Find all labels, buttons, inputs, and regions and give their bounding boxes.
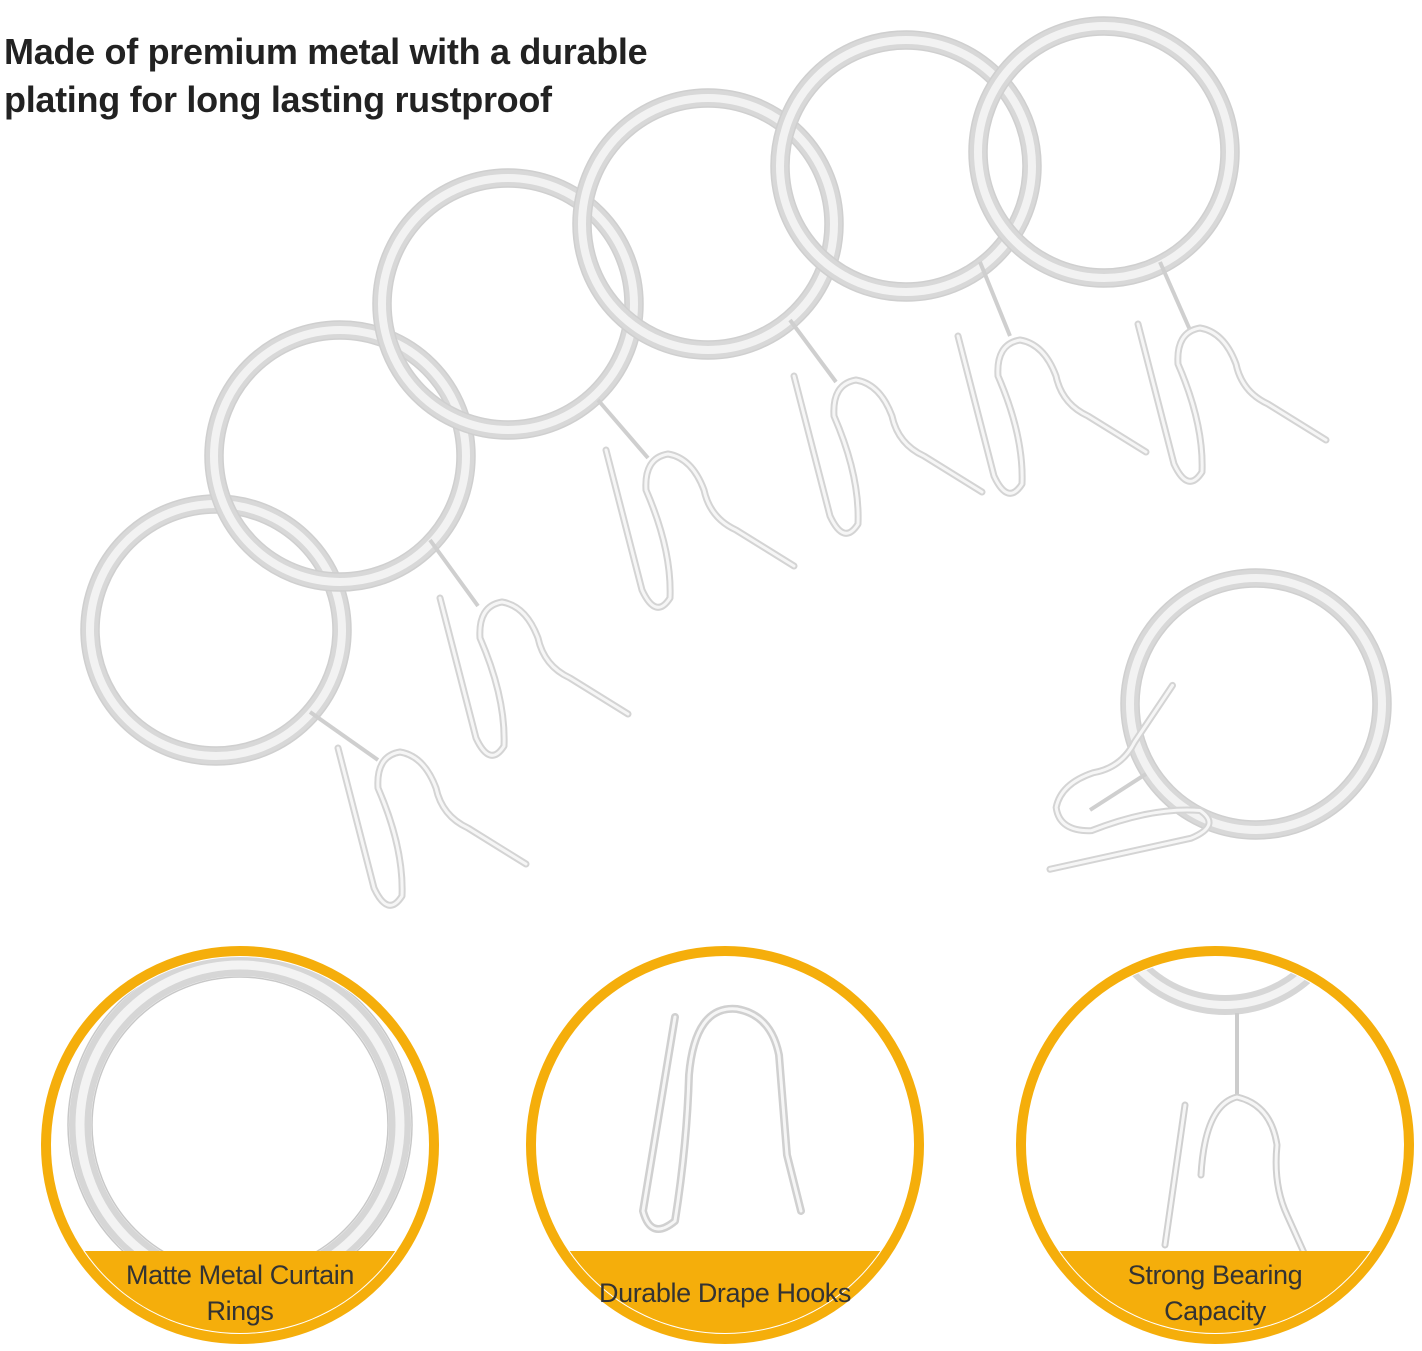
feature-rings: Matte Metal Curtain Rings xyxy=(40,945,440,1345)
curtain-rings-with-hooks-icon xyxy=(0,0,1422,960)
feature-label-rings-line-1: Matte Metal Curtain xyxy=(126,1260,354,1290)
feature-label-capacity-line-2: Capacity xyxy=(1164,1296,1266,1326)
feature-label-hooks-line-1: Durable Drape Hooks xyxy=(598,1278,852,1308)
feature-label-rings-line-2: Rings xyxy=(206,1296,274,1326)
headline-line-1: Made of premium metal with a durable xyxy=(4,31,648,72)
ring-and-hook-icon xyxy=(1016,946,1414,1344)
feature-capacity: Strong Bearing Capacity xyxy=(1015,945,1415,1345)
drape-hook-icon xyxy=(526,946,924,1344)
headline: Made of premium metal with a durable pla… xyxy=(4,28,724,124)
feature-hooks: Durable Drape Hooks xyxy=(525,945,925,1345)
feature-label-capacity-line-1: Strong Bearing xyxy=(1127,1260,1303,1290)
feature-label-rings: Matte Metal Curtain Rings xyxy=(80,1257,400,1329)
feature-label-hooks: Durable Drape Hooks xyxy=(565,1275,885,1311)
ring-icon xyxy=(41,946,439,1344)
feature-label-capacity: Strong Bearing Capacity xyxy=(1055,1257,1375,1329)
headline-line-2: plating for long lasting rustproof xyxy=(4,79,552,120)
